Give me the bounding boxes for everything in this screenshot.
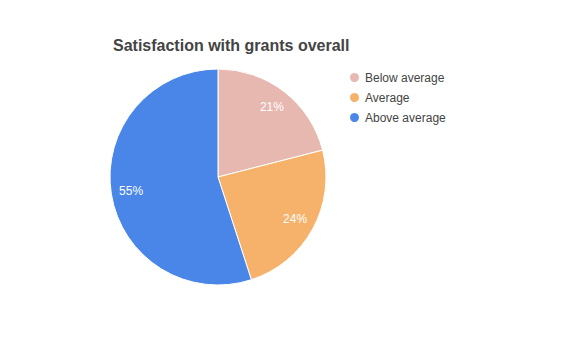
svg-text:Satisfaction with grants overa: Satisfaction with grants overall: [113, 37, 350, 54]
svg-text:55%: 55%: [119, 184, 143, 198]
svg-text:21%: 21%: [260, 100, 284, 114]
svg-text:24%: 24%: [283, 212, 307, 226]
svg-text:Above average: Above average: [365, 111, 446, 125]
svg-text:Average: Average: [365, 91, 410, 105]
svg-text:Below average: Below average: [365, 71, 445, 85]
